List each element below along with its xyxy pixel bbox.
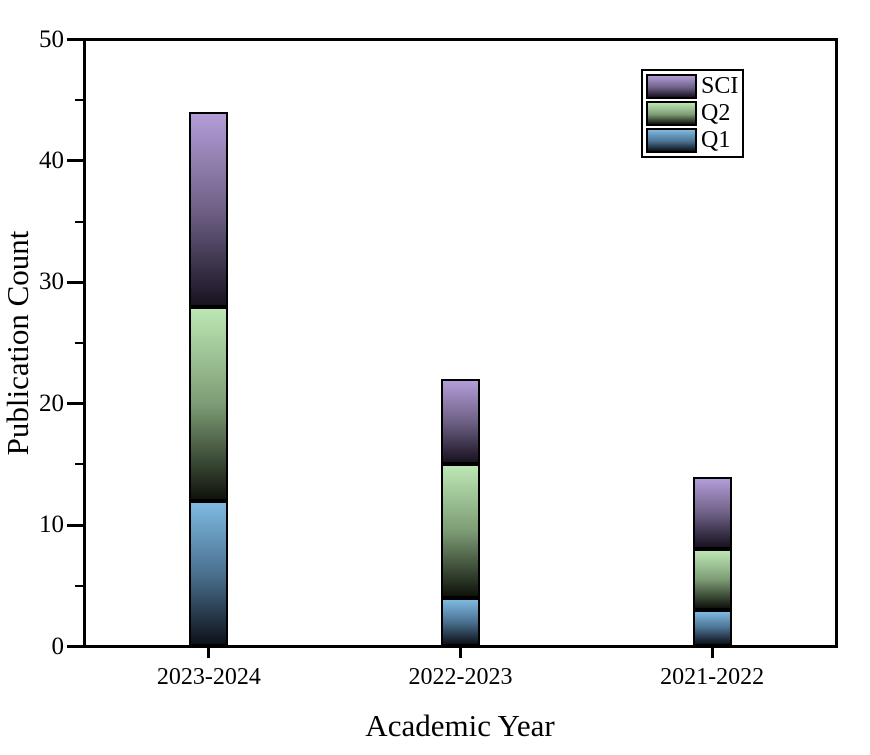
legend-item-sci: SCI bbox=[646, 74, 740, 99]
legend-label-sci: SCI bbox=[701, 73, 739, 99]
y-axis-major-tick bbox=[67, 159, 83, 163]
y-axis-title: Publication Count bbox=[0, 230, 35, 456]
bar-segment-q2-2021-2022 bbox=[692, 549, 732, 611]
legend-label-q2: Q2 bbox=[701, 100, 731, 126]
legend-label-q1: Q1 bbox=[701, 127, 731, 153]
y-axis-tick-label: 0 bbox=[51, 632, 65, 660]
legend-swatch-q1 bbox=[646, 128, 697, 153]
legend-item-q1: Q1 bbox=[646, 128, 740, 153]
legend-swatch-q2 bbox=[646, 101, 697, 126]
y-axis-tick-label: 10 bbox=[39, 511, 64, 539]
legend-box: SCI Q2 Q1 bbox=[641, 69, 744, 158]
y-axis-minor-tick bbox=[75, 99, 83, 102]
legend-item-q2: Q2 bbox=[646, 101, 740, 126]
x-axis-category-label: 2022-2023 bbox=[408, 664, 513, 690]
x-axis-category-label: 2023-2024 bbox=[156, 664, 261, 690]
x-axis-tick bbox=[207, 646, 211, 658]
x-axis-tick bbox=[459, 646, 462, 658]
y-axis-tick-label: 50 bbox=[39, 25, 64, 53]
bar-segment-q1-2023-2024 bbox=[189, 500, 229, 647]
y-axis-major-tick bbox=[67, 523, 83, 527]
x-axis-title: Academic Year bbox=[365, 708, 555, 743]
legend-swatch-sci bbox=[646, 74, 697, 99]
y-axis-minor-tick bbox=[75, 584, 83, 587]
bar-segment-q1-2021-2022 bbox=[692, 610, 732, 647]
bar-segment-sci-2021-2022 bbox=[692, 476, 732, 550]
y-axis-tick-label: 20 bbox=[39, 389, 64, 417]
bar-segment-sci-2022-2023 bbox=[441, 379, 480, 465]
y-axis-major-tick bbox=[67, 280, 83, 284]
y-axis-minor-tick bbox=[75, 463, 83, 466]
bar-segment-q1-2022-2023 bbox=[441, 597, 480, 647]
y-axis-minor-tick bbox=[75, 220, 83, 223]
x-axis-category-label: 2021-2022 bbox=[660, 664, 765, 690]
y-axis-minor-tick bbox=[75, 342, 83, 344]
bar-segment-sci-2023-2024 bbox=[189, 112, 229, 307]
y-axis-tick-label: 30 bbox=[39, 268, 64, 296]
y-axis-major-tick bbox=[67, 402, 83, 406]
y-axis-major-tick bbox=[67, 645, 83, 648]
x-axis-tick bbox=[710, 646, 714, 658]
y-axis-tick-label: 40 bbox=[39, 146, 64, 174]
bar-segment-q2-2022-2023 bbox=[441, 464, 480, 598]
bar-segment-q2-2023-2024 bbox=[189, 306, 229, 501]
y-axis-major-tick bbox=[67, 38, 83, 41]
